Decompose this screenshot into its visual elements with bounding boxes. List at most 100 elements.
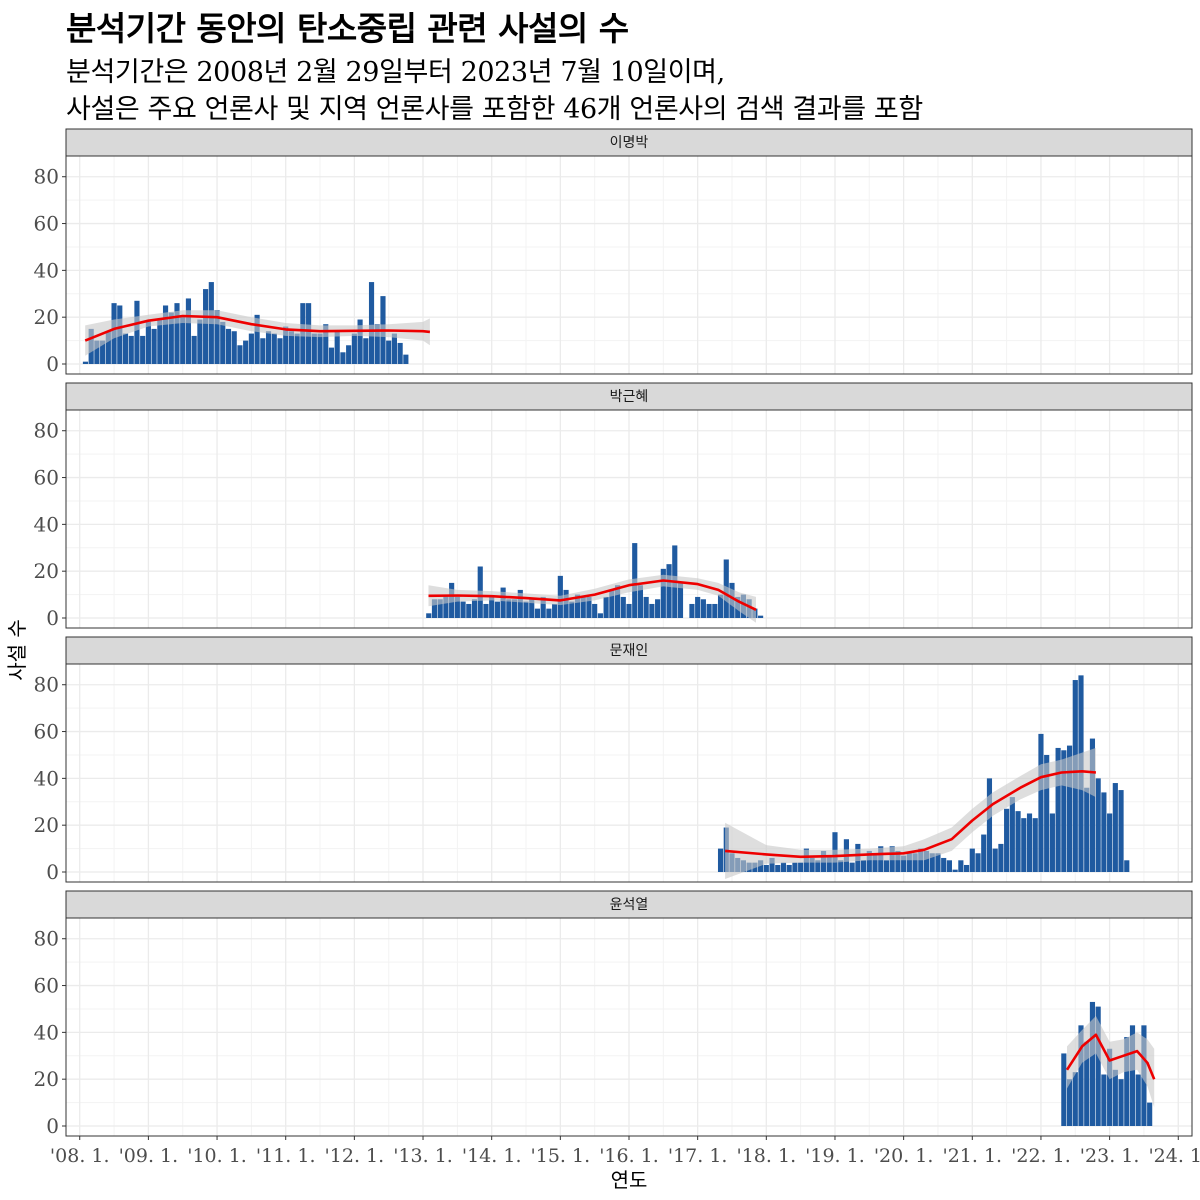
bar [604,597,609,618]
bar [1147,1103,1152,1126]
x-tick-label: '10. 1. [187,1145,247,1167]
bar [312,334,317,364]
bar [1027,813,1032,872]
x-tick-label: '22. 1. [1011,1145,1071,1167]
y-tick-label: 40 [34,766,59,790]
bar [707,604,712,618]
bar [272,334,277,364]
facet-label: 문재인 [610,643,649,659]
bar [666,564,671,618]
bar [1084,788,1089,872]
bar [123,334,128,364]
bar [701,599,706,618]
bar [644,597,649,618]
x-tick-label: '17. 1. [668,1145,728,1167]
x-axis-title: 연도 [611,1168,648,1192]
bar [483,604,488,618]
bar [346,345,351,364]
y-tick-label: 0 [46,606,59,630]
x-tick-label: '23. 1. [1080,1145,1140,1167]
x-tick-label: '18. 1. [737,1145,797,1167]
bar [718,849,723,872]
x-tick-label: '19. 1. [805,1145,865,1167]
bar [237,345,242,364]
y-tick-label: 40 [34,258,59,282]
bar [798,863,803,872]
bar [1118,790,1123,872]
bar [461,602,466,618]
bar [340,352,345,364]
bar [386,341,391,364]
x-tick-label: '24. 1. [1148,1145,1200,1167]
bar [523,602,528,618]
bar [535,609,540,618]
bar [1107,813,1112,872]
bar [850,863,855,872]
x-tick-label: '09. 1. [119,1145,179,1167]
bar [655,599,660,618]
y-tick-label: 20 [34,813,59,837]
bar [569,602,574,618]
bar [546,609,551,618]
bar [426,613,431,618]
bar [134,301,139,364]
bar [781,863,786,872]
bar [192,336,197,364]
bar [180,317,185,364]
bar [649,604,654,618]
x-tick-label: '14. 1. [462,1145,522,1167]
bar [157,320,162,364]
bar [1015,811,1020,872]
bar [792,863,797,872]
y-tick-label: 20 [34,1067,59,1091]
bar [1004,809,1009,872]
bar [392,334,397,364]
y-tick-label: 20 [34,305,59,329]
bar [329,348,334,364]
panel-4: 윤석열020406080 [34,891,1192,1138]
y-tick-label: 80 [34,673,59,697]
bar [203,289,208,364]
bar [1021,818,1026,872]
y-tick-label: 60 [34,466,59,490]
panel-1: 이명박 0 20 40 60 80 [34,129,1192,376]
bar [1113,1070,1118,1126]
bar [884,860,889,872]
bar [1073,1072,1078,1126]
x-tick-label: '08. 1. [50,1145,110,1167]
x-tick-label: '12. 1. [325,1145,385,1167]
bar [987,778,992,872]
panel-3: 문재인 0 20 40 60 80 [34,637,1192,884]
y-tick-label: 0 [46,860,59,884]
panel-2: 박근혜020406080 [34,383,1192,630]
bar [129,336,134,364]
bar [186,298,191,364]
y-tick-label: 0 [46,352,59,376]
bar [1124,860,1129,872]
x-tick-label: '13. 1. [393,1145,453,1167]
y-tick-label: 40 [34,512,59,536]
bar [689,604,694,618]
y-tick-label: 60 [34,720,59,744]
x-tick-label: '21. 1. [942,1145,1002,1167]
bar [964,865,969,872]
x-tick-label: '20. 1. [874,1145,934,1167]
x-tick-label: '16. 1. [599,1145,659,1167]
bar [712,604,717,618]
y-tick-label: 20 [34,559,59,583]
bar [764,865,769,872]
facet-label: 윤석열 [610,897,649,913]
bar [403,355,408,364]
bar [695,597,700,618]
bar [466,604,471,618]
bar [970,849,975,872]
bar [1038,734,1043,872]
bar [220,322,225,364]
bar [152,329,157,364]
bar [787,865,792,872]
bar [352,334,357,364]
bar [1050,813,1055,872]
y-tick-label: 0 [46,1114,59,1138]
bar [146,322,151,364]
bar [1118,1079,1123,1126]
